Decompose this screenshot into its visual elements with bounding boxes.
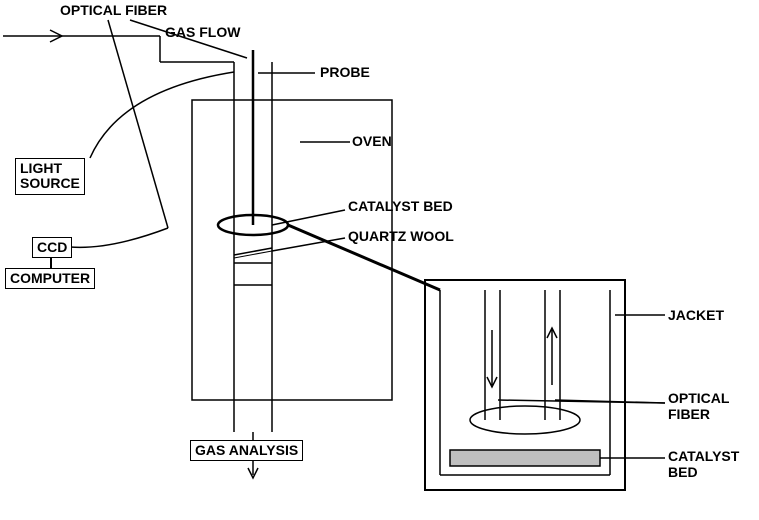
- catalyst-bed-label: CATALYST BED: [348, 198, 453, 214]
- optical-fiber-top-label: OPTICAL FIBER: [60, 2, 167, 18]
- catalyst-bed-right-label: CATALYST BED: [668, 448, 739, 480]
- probe-label: PROBE: [320, 64, 370, 80]
- gas-analysis-box: GAS ANALYSIS: [190, 440, 303, 461]
- fiber-lead1: [108, 20, 168, 228]
- catbed-leader: [272, 210, 345, 225]
- jacket-label: JACKET: [668, 307, 724, 323]
- fiber-to-ccd: [70, 228, 168, 247]
- gas-flow-label: GAS FLOW: [165, 24, 240, 40]
- quartz-wool-label: QUARTZ WOOL: [348, 228, 454, 244]
- fiber-to-light: [90, 72, 234, 158]
- optical-fiber-right-label: OPTICAL FIBER: [668, 390, 729, 422]
- ccd-box: CCD: [32, 237, 72, 258]
- quartz-line: [234, 248, 272, 255]
- inset-ellipse: [470, 406, 580, 434]
- inset-catalyst-rect: [450, 450, 600, 466]
- oven-label: OVEN: [352, 133, 392, 149]
- diagram-svg: [0, 0, 759, 520]
- light-source-box: LIGHT SOURCE: [15, 158, 85, 195]
- computer-box: COMPUTER: [5, 268, 95, 289]
